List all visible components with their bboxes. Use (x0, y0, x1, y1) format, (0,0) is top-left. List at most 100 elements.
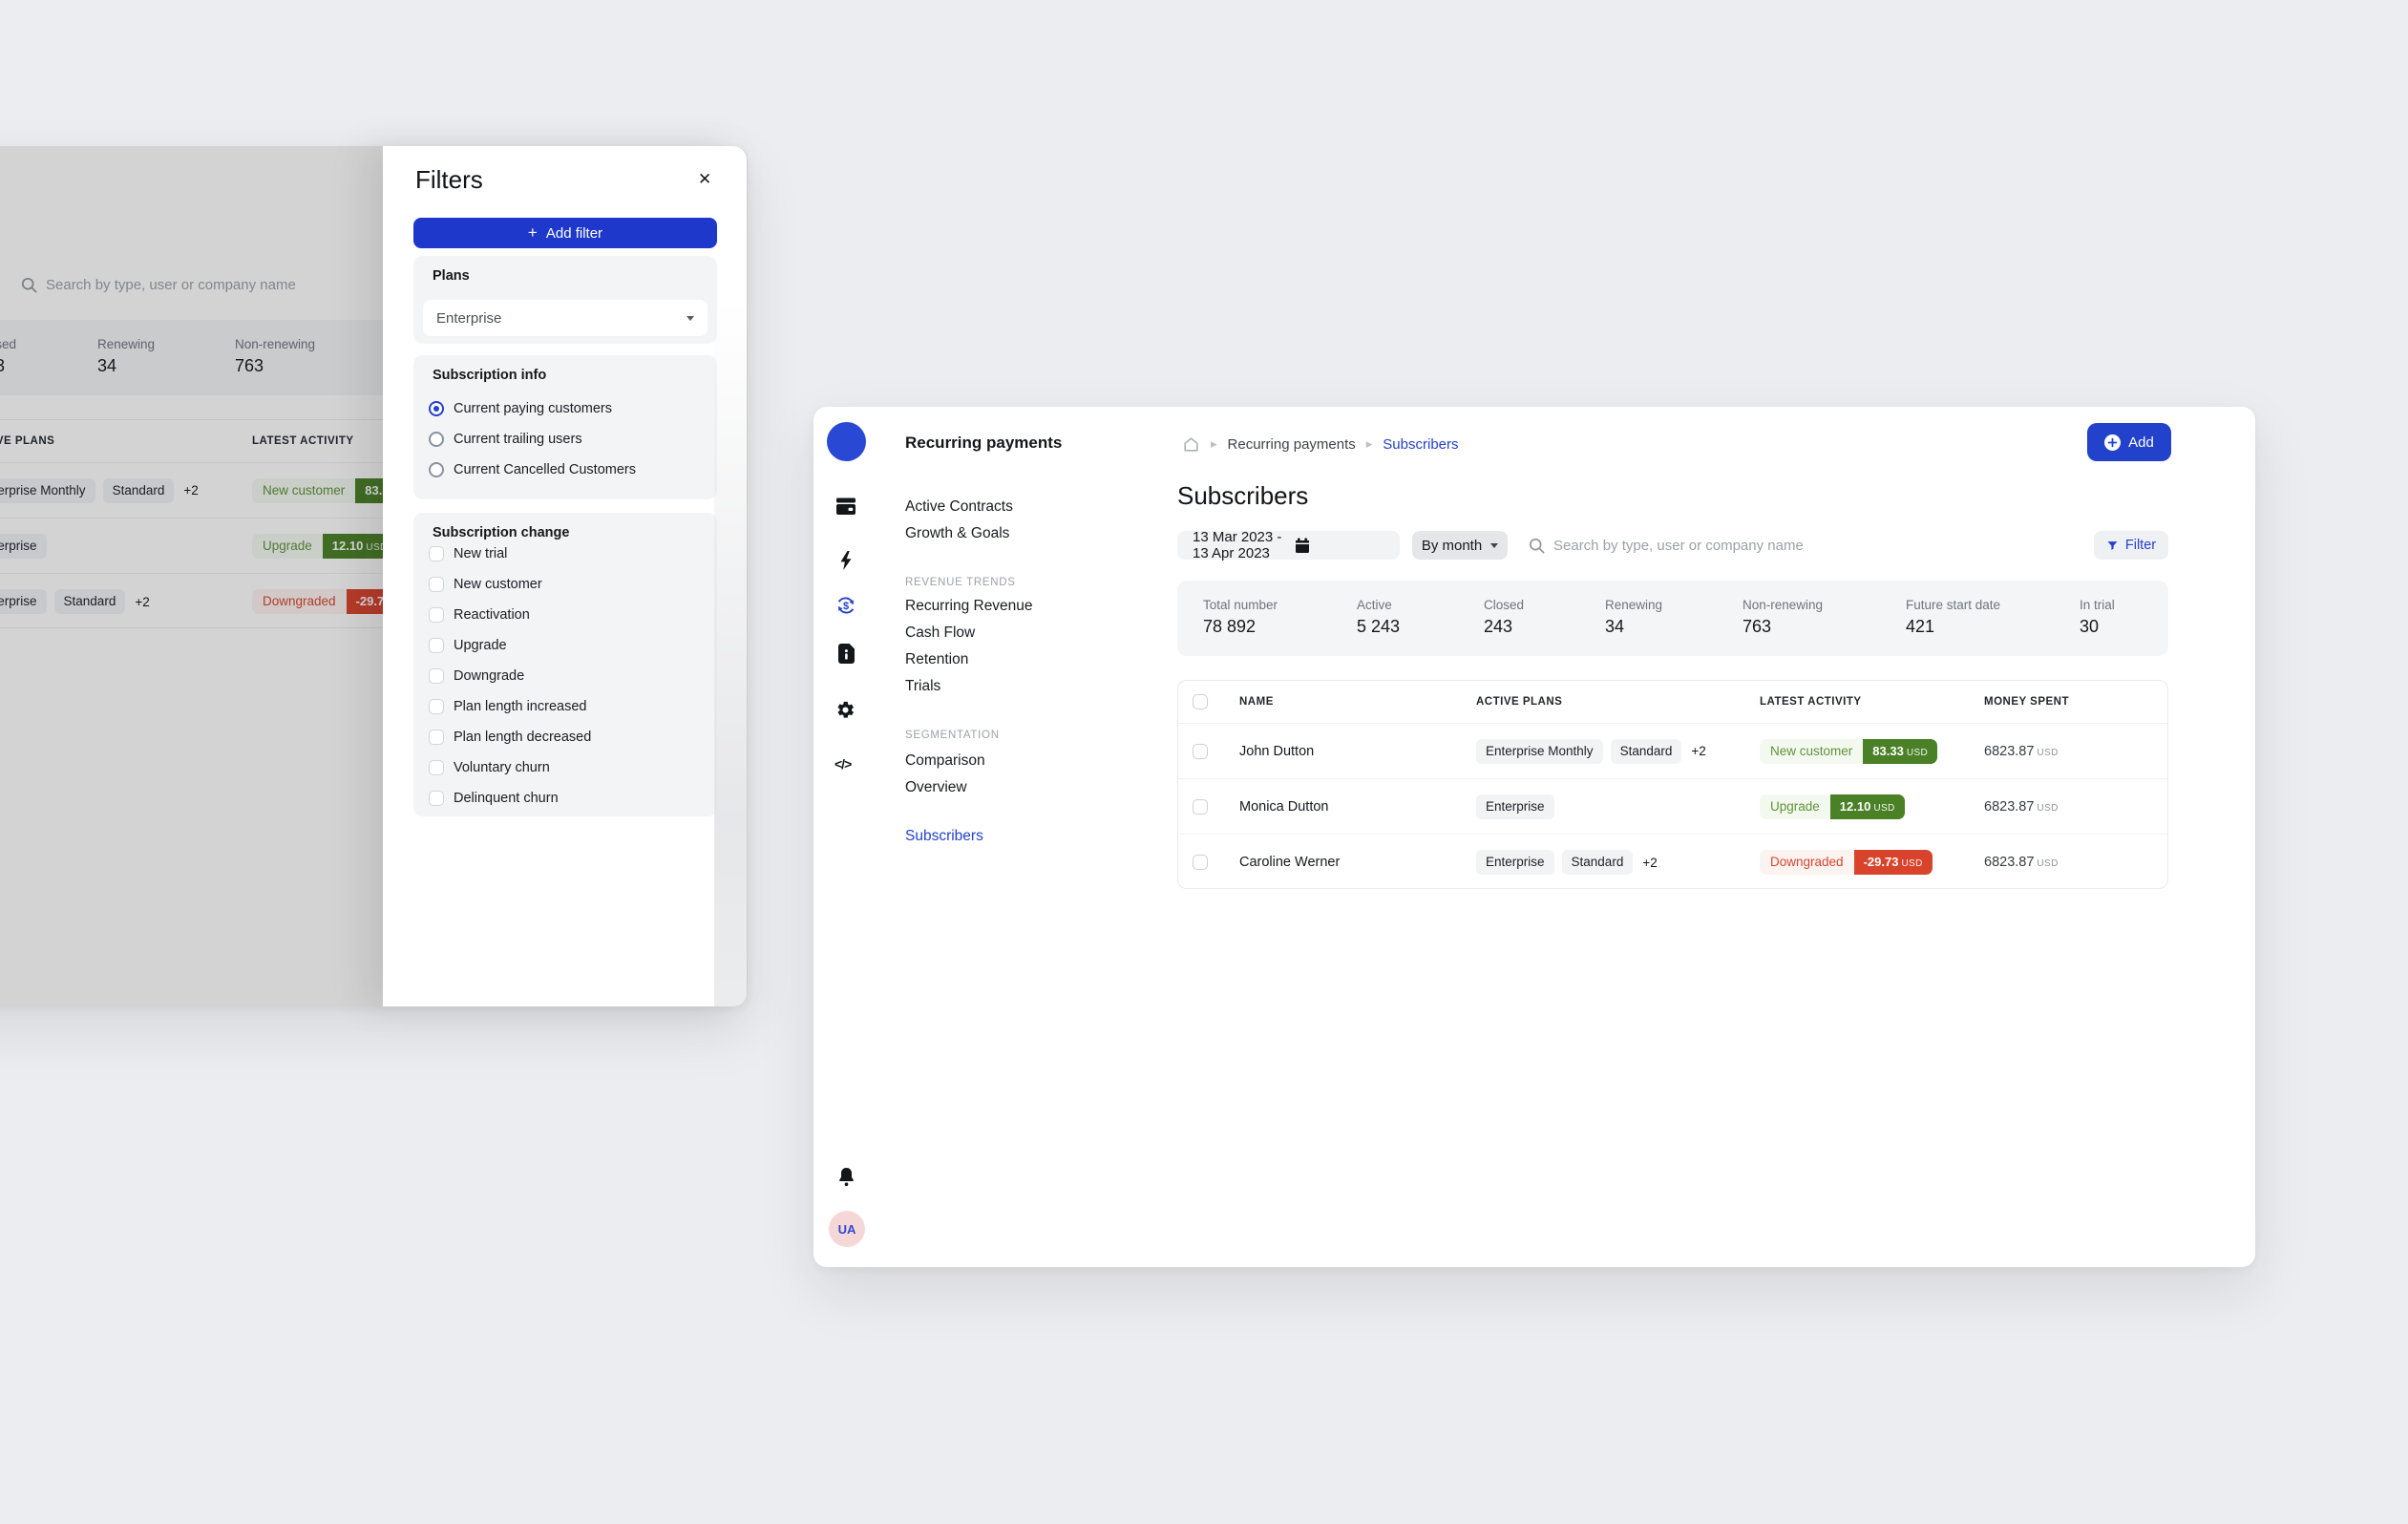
row-checkbox[interactable] (1193, 855, 1208, 870)
checkbox-icon[interactable] (429, 576, 444, 592)
checkbox-reactivation[interactable]: Reactivation (429, 606, 530, 623)
sidebar-item-recurring-revenue[interactable]: Recurring Revenue (905, 598, 1033, 614)
checkbox-icon[interactable] (429, 698, 444, 714)
filter-button[interactable]: Filter (2094, 531, 2168, 560)
latest-activity-cell: Upgrade 12.10 USD (1760, 794, 1905, 819)
subscriber-name: John Dutton (1239, 743, 1315, 759)
date-range-picker[interactable]: 13 Mar 2023 - 13 Apr 2023 (1177, 529, 1400, 561)
plan-chip: Standard (53, 589, 126, 614)
plan-chip: Enterprise Monthly (1476, 738, 1603, 764)
radio-current-paying-customers[interactable]: Current paying customers (429, 400, 612, 416)
radio-current-cancelled-customers[interactable]: Current Cancelled Customers (429, 461, 636, 477)
sidebar-item-cash-flow[interactable]: Cash Flow (905, 624, 976, 641)
active-plans-cell: Enterprise Standard +2 (0, 589, 150, 614)
sidebar-item-overview[interactable]: Overview (905, 779, 967, 795)
sidebar-item-subscribers[interactable]: Subscribers (905, 828, 983, 844)
close-icon[interactable]: ✕ (698, 170, 712, 188)
funnel-icon (2106, 540, 2119, 552)
app-window: Recurring payments ▸ Recurring payments … (813, 407, 2255, 1267)
checkbox-icon[interactable] (429, 667, 444, 684)
sidebar-heading-segmentation: SEGMENTATION (905, 730, 1000, 741)
select-all-checkbox[interactable] (1193, 694, 1208, 709)
active-plans-cell: Enterprise (1476, 794, 1554, 819)
recurring-payments-icon[interactable]: $ (835, 595, 856, 616)
checkbox-icon[interactable] (429, 729, 444, 745)
activity-badge: Upgrade 12.10 USD (1760, 794, 1905, 819)
code-icon[interactable]: </> (834, 756, 852, 772)
table-row[interactable]: John Dutton Enterprise Monthly Standard … (1178, 724, 2167, 779)
checkbox-new-customer[interactable]: New customer (429, 576, 542, 592)
gear-icon[interactable] (835, 700, 855, 720)
table-row[interactable]: Caroline Werner Enterprise Standard +2 D… (1178, 835, 2167, 890)
column-header-latest-activity: LATEST ACTIVITY (252, 435, 354, 447)
page-title: Subscribers (1177, 481, 1309, 510)
checkbox-icon[interactable] (429, 790, 444, 806)
sidebar-item-trials[interactable]: Trials (905, 678, 941, 694)
checkbox-delinquent-churn[interactable]: Delinquent churn (429, 790, 559, 806)
radio-current-trailing-users[interactable]: Current trailing users (429, 431, 582, 447)
sidebar-item-active-contracts[interactable]: Active Contracts (905, 498, 1013, 515)
breadcrumb-subscribers[interactable]: Subscribers (1383, 435, 1459, 453)
plan-chip: Enterprise (1476, 850, 1554, 875)
plus-circle-icon (2104, 434, 2122, 451)
plans-more-count: +2 (1642, 855, 1658, 870)
radio-icon[interactable] (429, 431, 444, 447)
plans-select[interactable]: Enterprise (423, 300, 708, 336)
checkbox-upgrade[interactable]: Upgrade (429, 637, 507, 653)
add-filter-button[interactable]: Add filter (413, 218, 717, 248)
checkbox-new-trial[interactable]: New trial (429, 545, 507, 561)
search-input[interactable] (1553, 537, 2031, 554)
checkbox-icon[interactable] (429, 759, 444, 775)
column-header-latest-activity: LATEST ACTIVITY (1760, 696, 1862, 708)
contracts-wallet-icon[interactable] (835, 497, 856, 516)
home-icon[interactable] (1182, 435, 1200, 454)
subscription-info-card: Subscription info Current paying custome… (413, 355, 717, 499)
plan-chip: Enterprise (0, 533, 47, 559)
plans-filter-card: Plans Enterprise (413, 256, 717, 344)
filters-drawer: Filters ✕ Add filter Plans Enterprise Su… (383, 146, 747, 1006)
checkbox-icon[interactable] (429, 545, 444, 561)
radio-icon[interactable] (429, 461, 444, 477)
sidebar-item-growth-goals[interactable]: Growth & Goals (905, 525, 1010, 541)
filter-button-label: Filter (2124, 538, 2157, 553)
svg-text:$: $ (843, 601, 849, 612)
active-plans-cell: Enterprise (0, 533, 47, 559)
checkbox-plan-length-decreased[interactable]: Plan length decreased (429, 729, 591, 745)
user-avatar[interactable]: UA (829, 1211, 865, 1247)
subscriber-name: Monica Dutton (1239, 798, 1329, 815)
sidebar-heading-revenue-trends: REVENUE TRENDS (905, 577, 1016, 588)
chevron-right-icon: ▸ (1211, 436, 1217, 451)
plans-filter-title: Plans (433, 268, 470, 284)
sidebar-item-comparison[interactable]: Comparison (905, 752, 985, 769)
checkbox-voluntary-churn[interactable]: Voluntary churn (429, 759, 550, 775)
plans-more-count: +2 (1691, 744, 1706, 758)
sidebar-item-retention[interactable]: Retention (905, 651, 969, 667)
checkbox-downgrade[interactable]: Downgrade (429, 667, 524, 684)
document-info-icon[interactable] (837, 644, 855, 664)
breadcrumb-recurring-payments[interactable]: Recurring payments (1227, 435, 1356, 453)
plan-chip: Standard (102, 477, 175, 503)
add-button[interactable]: Add (2087, 423, 2171, 461)
plans-more-count: +2 (183, 483, 199, 497)
subscribers-table: NAME ACTIVE PLANS LATEST ACTIVITY MONEY … (1177, 680, 2168, 889)
plan-chip: Enterprise (0, 589, 47, 614)
checkbox-icon[interactable] (429, 637, 444, 653)
subscription-info-title: Subscription info (433, 368, 547, 383)
checkbox-plan-length-increased[interactable]: Plan length increased (429, 698, 586, 714)
radio-icon[interactable] (429, 400, 444, 416)
subscription-change-card: Subscription change New trial New custom… (413, 513, 717, 816)
active-plans-cell: Enterprise Monthly Standard +2 (0, 477, 199, 503)
granularity-select[interactable]: By month (1412, 531, 1508, 560)
plan-chip: Standard (1610, 738, 1682, 764)
checkbox-icon[interactable] (429, 606, 444, 623)
lightning-icon[interactable] (836, 550, 855, 571)
row-checkbox[interactable] (1193, 743, 1208, 759)
row-checkbox[interactable] (1193, 798, 1208, 815)
avatar-initials: UA (837, 1221, 856, 1237)
notifications-bell-icon[interactable] (836, 1167, 856, 1188)
active-plans-cell: Enterprise Standard +2 (1476, 850, 1658, 875)
